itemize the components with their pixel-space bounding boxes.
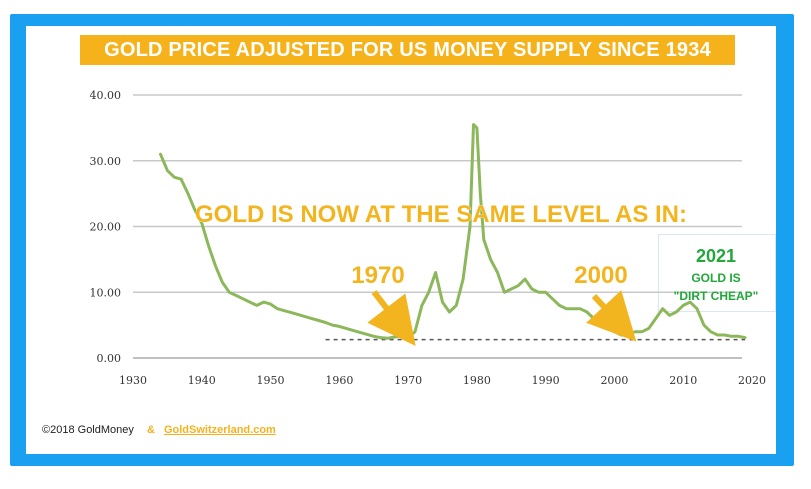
x-tick-label: 1940 bbox=[188, 374, 216, 387]
y-tick-label: 0.00 bbox=[97, 352, 122, 365]
x-tick-label: 2000 bbox=[600, 374, 628, 387]
annotation-2000-label: 2000 bbox=[574, 262, 627, 289]
headline-text: GOLD IS NOW AT THE SAME LEVEL AS IN: bbox=[195, 201, 687, 228]
annotation-2021-box bbox=[658, 234, 776, 312]
gridlines bbox=[133, 94, 742, 359]
y-tick-labels: 0.00 10.00 20.00 30.00 40.00 bbox=[90, 89, 122, 365]
x-tick-label: 1960 bbox=[325, 374, 353, 387]
y-tick-label: 20.00 bbox=[90, 221, 122, 234]
annotation-2021-year: 2021 bbox=[696, 246, 736, 266]
arrow-2000 bbox=[586, 290, 637, 342]
x-tick-label: 2020 bbox=[738, 374, 766, 387]
y-tick-label: 40.00 bbox=[90, 89, 122, 102]
chart-panel bbox=[26, 26, 776, 454]
x-tick-label: 1950 bbox=[257, 374, 285, 387]
x-tick-label: 1970 bbox=[394, 374, 422, 387]
x-tick-label: 1930 bbox=[119, 374, 147, 387]
goldswitzerland-link[interactable]: GoldSwitzerland.com bbox=[163, 424, 276, 436]
gold-price-series-line bbox=[159, 123, 747, 340]
y-tick-label: 30.00 bbox=[90, 155, 122, 168]
x-tick-labels: 1930 1940 1950 1960 1970 1980 1990 2000 2010 2020 bbox=[119, 374, 766, 387]
copyright-text: ©2018 GoldMoney bbox=[42, 424, 134, 436]
annotation-gold-is: GOLD IS bbox=[691, 271, 740, 285]
title-banner: GOLD PRICE ADJUSTED FOR US MONEY SUPPLY … bbox=[80, 35, 735, 65]
y-tick-label: 10.00 bbox=[90, 286, 122, 299]
x-tick-label: 1980 bbox=[463, 374, 491, 387]
annotation-1970-label: 1970 bbox=[351, 262, 404, 289]
x-tick-label: 2010 bbox=[669, 374, 697, 387]
arrow-1970 bbox=[367, 290, 416, 347]
annotation-dirt-cheap: "DIRT CHEAP" bbox=[674, 289, 759, 303]
x-tick-label: 1990 bbox=[532, 374, 560, 387]
footer-ampersand: & bbox=[146, 424, 155, 436]
footer: ©2018 GoldMoney & GoldSwitzerland.com bbox=[42, 424, 276, 436]
chart-title: GOLD PRICE ADJUSTED FOR US MONEY SUPPLY … bbox=[104, 38, 711, 61]
